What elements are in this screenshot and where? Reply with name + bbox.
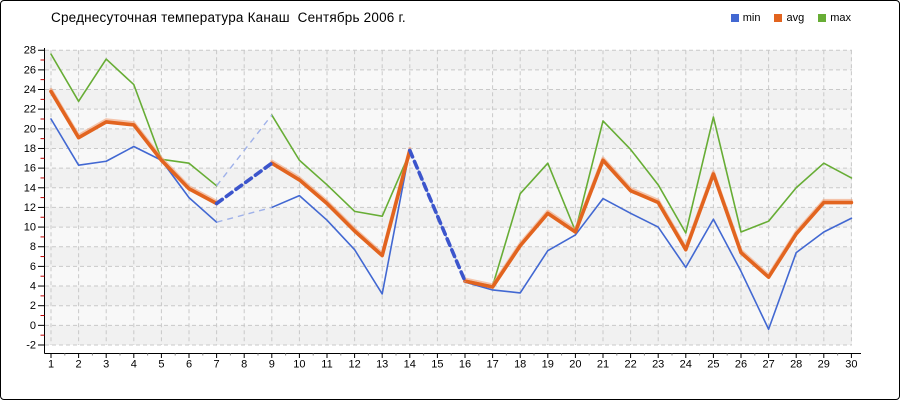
y-tick-label: 0 xyxy=(30,320,36,332)
x-tick-label: 13 xyxy=(376,359,388,371)
min-series-line xyxy=(50,118,853,331)
y-tick-label: 14 xyxy=(24,182,36,194)
legend-item-max: max xyxy=(818,12,851,24)
max-series-swatch-icon xyxy=(818,14,827,22)
x-tick-label: 3 xyxy=(103,359,109,371)
legend-label-min: min xyxy=(742,12,761,24)
x-tick-label: 27 xyxy=(762,359,774,371)
y-tick-label: 16 xyxy=(24,163,36,175)
x-tick-label: 2 xyxy=(76,359,82,371)
y-tick-label: 26 xyxy=(24,64,36,76)
x-tick-label: 10 xyxy=(293,359,305,371)
x-tick-label: 12 xyxy=(348,359,360,371)
x-tick-label: 25 xyxy=(707,359,719,371)
y-tick-label: 22 xyxy=(24,104,36,116)
legend-item-min: min xyxy=(730,12,761,24)
avg-series-swatch-icon xyxy=(774,14,783,22)
y-tick-label: 12 xyxy=(24,202,36,214)
x-tick-label: 22 xyxy=(624,359,636,371)
legend-item-avg: avg xyxy=(774,12,804,24)
x-tick-label: 29 xyxy=(818,359,830,371)
legend-label-avg: avg xyxy=(786,12,805,24)
chart-legend: min avg max xyxy=(730,12,851,24)
x-tick-label: 11 xyxy=(321,359,332,371)
x-tick-label: 23 xyxy=(652,359,664,371)
y-tick-label: 28 xyxy=(24,45,36,57)
x-tick-label: 15 xyxy=(431,359,443,371)
y-tick-label: 18 xyxy=(24,143,36,155)
x-tick-label: 9 xyxy=(269,359,275,371)
x-tick-label: 30 xyxy=(845,359,857,371)
y-tick-label: 8 xyxy=(30,241,36,253)
x-tick-label: 19 xyxy=(542,359,554,371)
gridlines xyxy=(45,49,852,346)
x-tick-label: 20 xyxy=(569,359,581,371)
x-tick-label: 21 xyxy=(597,359,609,371)
x-tick-label: 17 xyxy=(486,359,498,371)
chart-title: Среднесуточная температура Канаш Сентябр… xyxy=(51,10,406,25)
y-tick-label: 4 xyxy=(30,281,36,293)
x-tick-label: 6 xyxy=(186,359,192,371)
x-tick-label: 4 xyxy=(131,359,137,371)
y-tick-label: -2 xyxy=(26,340,36,352)
x-tick-label: 8 xyxy=(241,359,247,371)
legend-label-max: max xyxy=(830,12,851,24)
x-tick-label: 14 xyxy=(404,359,416,371)
x-tick-label: 26 xyxy=(735,359,747,371)
plot-background xyxy=(45,50,852,345)
x-tick-label: 16 xyxy=(459,359,471,371)
x-tick-label: 5 xyxy=(158,359,164,371)
y-tick-label: 20 xyxy=(24,123,36,135)
y-tick-label: 6 xyxy=(30,261,36,273)
x-tick-label: 28 xyxy=(790,359,802,371)
y-tick-label: 24 xyxy=(24,84,36,96)
max-series-line xyxy=(50,53,853,287)
min-series-swatch-icon xyxy=(730,14,739,22)
x-tick-label: 24 xyxy=(680,359,692,371)
avg-series-line xyxy=(49,89,854,289)
y-tick-label: 10 xyxy=(24,222,36,234)
y-tick-label: 2 xyxy=(30,300,36,312)
x-tick-label: 18 xyxy=(514,359,526,371)
x-tick-label: 7 xyxy=(214,359,220,371)
missing-data-bridges xyxy=(214,114,467,283)
x-tick-label: 1 xyxy=(48,359,54,371)
